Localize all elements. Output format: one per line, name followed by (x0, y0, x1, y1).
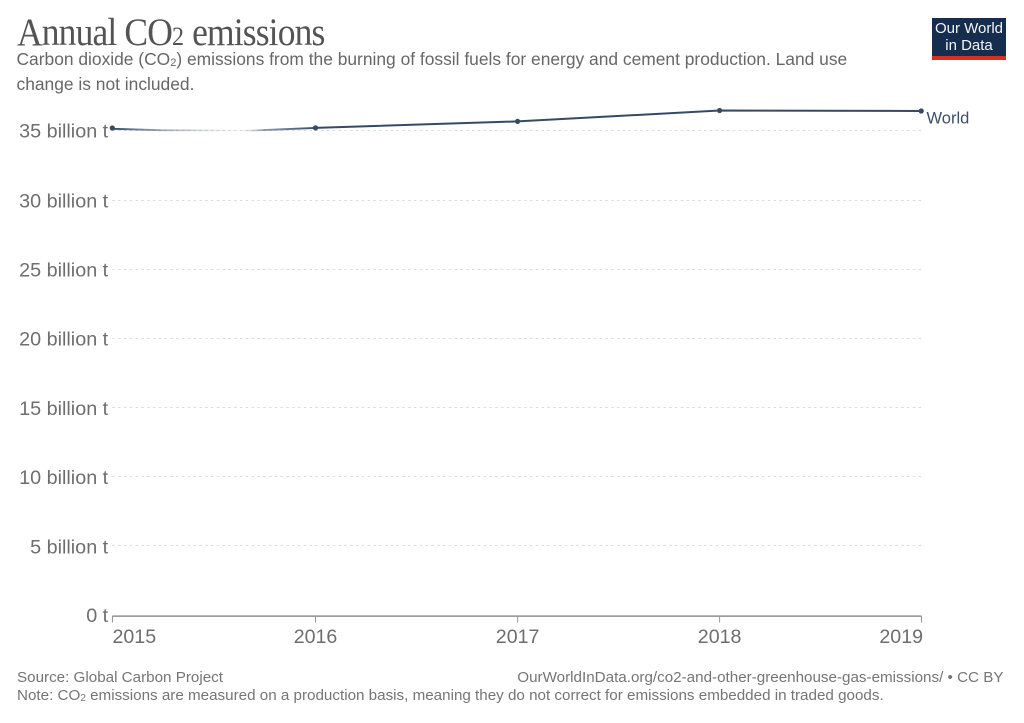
svg-text:2016: 2016 (294, 626, 338, 648)
svg-text:2015: 2015 (113, 626, 157, 648)
svg-text:25 billion t: 25 billion t (19, 260, 109, 282)
svg-text:10 billion t: 10 billion t (19, 467, 109, 489)
svg-text:20 billion t: 20 billion t (19, 329, 109, 351)
svg-text:30 billion t: 30 billion t (19, 190, 109, 212)
svg-text:2018: 2018 (698, 626, 742, 648)
svg-text:5 billion t: 5 billion t (30, 536, 109, 558)
svg-text:2019: 2019 (879, 626, 923, 648)
svg-text:15 billion t: 15 billion t (19, 398, 109, 420)
svg-text:0 t: 0 t (86, 605, 108, 627)
svg-text:World: World (927, 110, 970, 128)
svg-text:35 billion t: 35 billion t (19, 121, 109, 143)
svg-text:2017: 2017 (496, 626, 540, 648)
